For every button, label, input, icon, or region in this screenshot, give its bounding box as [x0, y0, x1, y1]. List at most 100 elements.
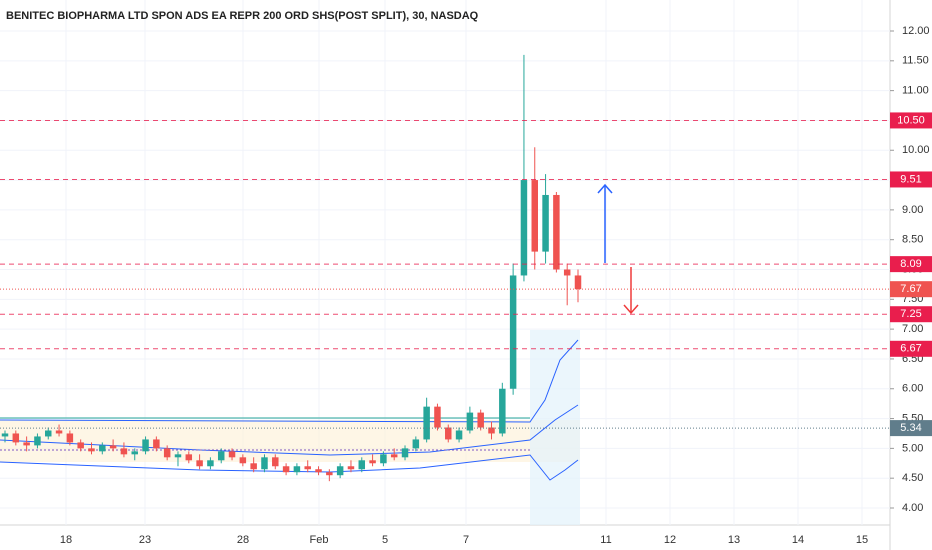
indicator-line	[0, 454, 579, 481]
candle-body	[326, 472, 333, 476]
y-tick-label: 10.00	[902, 144, 930, 156]
candle-body	[55, 430, 63, 434]
candle-body	[293, 466, 301, 473]
level-tag	[890, 256, 932, 273]
y-tick-label: 12.00	[902, 25, 930, 37]
candle-body	[315, 469, 322, 473]
candle-body	[369, 460, 376, 464]
candle-body	[163, 448, 171, 458]
level-tag	[890, 340, 932, 357]
x-tick-label: 14	[792, 534, 804, 546]
indicator-band	[0, 420, 580, 462]
candle-body	[239, 457, 247, 464]
level-label: 8.09	[900, 258, 921, 270]
candle-body	[109, 445, 117, 449]
candle-body	[304, 466, 311, 470]
candle-body	[282, 466, 290, 473]
level-label: 6.67	[900, 343, 921, 355]
candle-body	[217, 451, 225, 461]
indicator-band	[530, 330, 580, 525]
last-price-tag	[890, 281, 932, 298]
candle-body	[466, 412, 474, 431]
candle-body	[380, 454, 387, 464]
up-arrow-head	[597, 183, 613, 194]
candle-body	[412, 439, 420, 449]
candle-body	[347, 466, 355, 470]
candle-body	[401, 448, 409, 458]
y-tick-label: 5.00	[902, 442, 923, 454]
y-tick-label: 7.00	[902, 323, 923, 335]
x-tick-label: 18	[60, 534, 72, 546]
candle-body	[66, 433, 74, 443]
candle-body	[250, 463, 257, 470]
x-tick-label: 5	[382, 534, 388, 546]
candle-body	[553, 194, 560, 270]
x-tick-label: 23	[139, 534, 151, 546]
candle-body	[434, 406, 441, 428]
level-label: 9.51	[900, 173, 921, 185]
candle-body	[488, 427, 495, 434]
candle-body	[358, 460, 366, 470]
level-tag	[890, 171, 932, 188]
candle-body	[23, 442, 30, 446]
level-tag	[890, 112, 932, 129]
x-tick-label: 7	[463, 534, 469, 546]
candle-body	[574, 275, 582, 290]
level-label: 10.50	[897, 114, 925, 126]
candle-body	[531, 180, 538, 252]
reference-tag	[890, 420, 932, 437]
candle-body	[455, 430, 463, 440]
x-tick-label: 11	[600, 534, 611, 546]
x-tick-label: 12	[664, 534, 676, 546]
y-tick-label: 11.00	[902, 85, 929, 97]
candle-body	[499, 388, 506, 434]
indicator-line	[0, 339, 579, 423]
candle-body	[542, 194, 549, 252]
candle-body	[1, 433, 9, 437]
y-tick-label: 4.00	[902, 502, 923, 514]
candle-body	[261, 457, 268, 470]
arrows	[597, 183, 639, 315]
candle-body	[185, 454, 193, 461]
candle-body	[88, 448, 95, 452]
candle-body	[99, 445, 106, 452]
y-tick-label: 8.50	[902, 234, 923, 246]
y-tick-label: 11.50	[902, 55, 929, 67]
candle-body	[563, 269, 571, 276]
candle-body	[131, 451, 138, 455]
candle-body	[153, 439, 160, 449]
level-tag	[890, 306, 932, 323]
candle-body	[174, 454, 182, 458]
reference-label: 5.34	[900, 422, 921, 434]
x-tick-label: 13	[728, 534, 740, 546]
candle-body	[142, 439, 149, 452]
candle-body	[77, 442, 84, 449]
candle-body	[272, 457, 279, 467]
candle-body	[120, 448, 128, 455]
candle-body	[509, 275, 517, 389]
candle-body	[196, 460, 203, 467]
candle-body	[520, 180, 528, 276]
y-tick-label: 4.50	[902, 472, 923, 484]
candle-body	[12, 433, 20, 443]
y-tick-label: 9.00	[902, 204, 923, 216]
x-tick-label: Feb	[310, 534, 329, 546]
candle-body	[228, 451, 236, 458]
y-tick-label: 6.00	[902, 383, 923, 395]
candle-body	[207, 460, 214, 467]
candle-body	[445, 427, 452, 440]
chart-title: BENITEC BIOPHARMA LTD SPON ADS EA REPR 2…	[6, 10, 479, 22]
candle-body	[390, 454, 398, 458]
level-label: 7.25	[900, 308, 921, 320]
down-arrow-head	[623, 304, 639, 315]
x-tick-label: 28	[237, 534, 249, 546]
x-tick-label: 15	[856, 534, 868, 546]
last-price-label: 7.67	[900, 283, 921, 295]
candle-body	[34, 436, 41, 446]
candle-body	[336, 466, 344, 476]
candle-body	[423, 406, 430, 440]
candle-body	[45, 430, 52, 437]
candle-body	[477, 412, 484, 428]
